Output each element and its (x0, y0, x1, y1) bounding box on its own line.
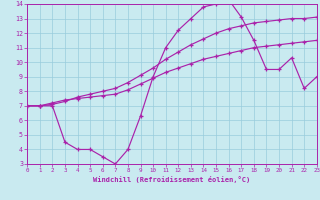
X-axis label: Windchill (Refroidissement éolien,°C): Windchill (Refroidissement éolien,°C) (93, 176, 251, 183)
